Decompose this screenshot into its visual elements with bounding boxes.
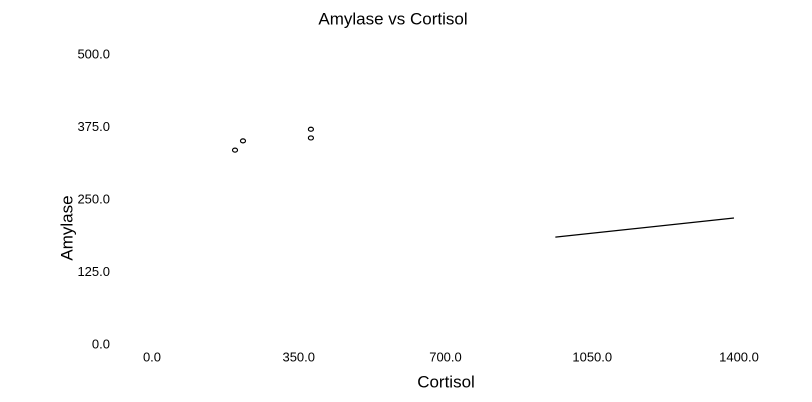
- y-tick-label: 250.0: [77, 191, 110, 206]
- x-tick-label: 0.0: [143, 349, 161, 364]
- trend-line: [555, 217, 735, 238]
- y-tick-label: 0.0: [92, 336, 110, 351]
- x-axis-title: Cortisol: [417, 372, 475, 391]
- point: [239, 138, 247, 144]
- y-tick-label: 500.0: [77, 46, 110, 61]
- point: [307, 135, 315, 141]
- x-tick-label: 700.0: [429, 349, 462, 364]
- x-tick-label: 1050.0: [572, 349, 612, 364]
- x-tick-label: 1400.0: [719, 349, 759, 364]
- x-tick-label: 350.0: [282, 349, 315, 364]
- y-tick-label: 375.0: [77, 119, 110, 134]
- y-axis-title: Amylase: [57, 195, 76, 260]
- point: [307, 126, 315, 132]
- y-tick-label: 125.0: [77, 264, 110, 279]
- chart-title: Amylase vs Cortisol: [318, 9, 467, 28]
- point: [231, 147, 239, 153]
